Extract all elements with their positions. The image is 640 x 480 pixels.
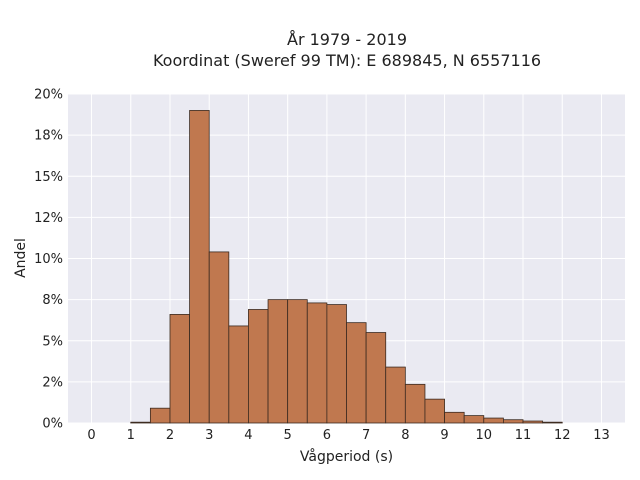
y-tick-label-4: 10% xyxy=(34,252,63,267)
y-tick-label-8: 20% xyxy=(34,88,63,103)
histogram-bar-3 xyxy=(189,110,210,424)
y-tick-label-2: 5% xyxy=(42,334,63,349)
histogram-bar-8 xyxy=(287,299,308,424)
histogram-bar-1 xyxy=(149,407,171,424)
histogram-bar-7 xyxy=(267,299,289,424)
histogram-bar-5 xyxy=(228,325,249,424)
histogram-bar-0 xyxy=(130,421,151,424)
x-tick-label-1: 1 xyxy=(127,428,135,443)
y-tick-labels: 0% 2% 5% 8% 10% 12% 15% 18% 20% xyxy=(34,88,63,432)
x-tick-label-8: 8 xyxy=(401,428,409,443)
histogram-bar-2 xyxy=(169,314,190,424)
histogram-bar-6 xyxy=(248,309,269,424)
histogram-bar-17 xyxy=(463,415,485,424)
histogram-bar-14 xyxy=(404,383,426,424)
histogram-bar-10 xyxy=(326,304,347,424)
histogram-bar-13 xyxy=(385,366,406,424)
x-tick-label-13: 13 xyxy=(593,428,610,443)
histogram-bar-21 xyxy=(542,421,563,424)
x-tick-label-11: 11 xyxy=(515,428,532,443)
y-tick-label-3: 8% xyxy=(42,293,63,308)
x-tick-labels: 0 1 2 3 4 5 6 7 8 9 10 11 12 13 xyxy=(87,428,609,443)
histogram-bar-15 xyxy=(424,398,445,424)
x-tick-label-6: 6 xyxy=(323,428,331,443)
x-tick-label-7: 7 xyxy=(362,428,370,443)
y-tick-label-1: 2% xyxy=(42,375,63,390)
x-tick-label-2: 2 xyxy=(166,428,174,443)
histogram-bar-4 xyxy=(208,251,230,424)
histogram-bars xyxy=(130,110,563,424)
histogram-bar-11 xyxy=(346,322,367,424)
histogram-bar-20 xyxy=(522,420,544,424)
y-tick-label-7: 18% xyxy=(34,129,63,144)
histogram-bar-18 xyxy=(483,417,504,424)
histogram-bar-16 xyxy=(444,411,465,424)
x-tick-label-10: 10 xyxy=(476,428,493,443)
histogram-bar-19 xyxy=(503,419,524,424)
x-tick-label-0: 0 xyxy=(87,428,95,443)
x-tick-label-9: 9 xyxy=(440,428,448,443)
x-tick-label-5: 5 xyxy=(284,428,292,443)
x-tick-label-3: 3 xyxy=(205,428,213,443)
chart-title-line2: Koordinat (Sweref 99 TM): E 689845, N 65… xyxy=(153,51,541,70)
histogram-bar-9 xyxy=(306,302,328,424)
y-axis-label: Andel xyxy=(13,238,29,278)
x-axis-label: Vågperiod (s) xyxy=(300,448,393,465)
chart-title-line1: År 1979 - 2019 xyxy=(287,30,407,49)
y-tick-label-0: 0% xyxy=(42,417,63,432)
x-tick-label-4: 4 xyxy=(244,428,252,443)
y-tick-label-5: 12% xyxy=(34,211,63,226)
x-tick-label-12: 12 xyxy=(554,428,571,443)
histogram-bar-12 xyxy=(365,332,387,424)
y-tick-label-6: 15% xyxy=(34,170,63,185)
